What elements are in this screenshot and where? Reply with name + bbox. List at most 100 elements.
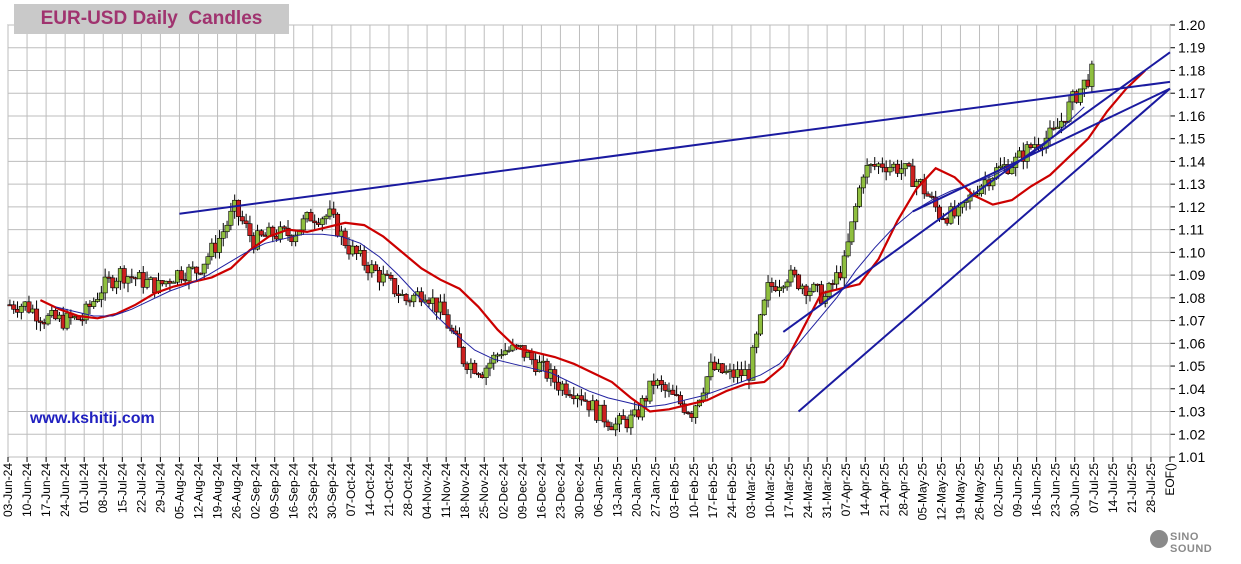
x-tick-label: 28-Jul-25 bbox=[1144, 463, 1158, 513]
candle-up bbox=[380, 273, 386, 283]
candle-up bbox=[502, 350, 508, 355]
candle-up bbox=[102, 276, 108, 294]
y-tick-label: 1.11 bbox=[1178, 222, 1204, 238]
candle-down bbox=[129, 276, 135, 279]
candle-up bbox=[1047, 127, 1053, 139]
x-tick-label: 16-Sep-24 bbox=[287, 463, 301, 519]
x-tick-label: 14-Apr-25 bbox=[858, 463, 872, 517]
candle-up bbox=[807, 291, 813, 296]
candle-down bbox=[37, 320, 43, 323]
candle-up bbox=[323, 215, 329, 220]
plot-background bbox=[7, 24, 1171, 458]
candle-up bbox=[186, 266, 192, 282]
x-tick-label: 16-Dec-24 bbox=[534, 463, 548, 519]
x-tick-label: 07-Oct-24 bbox=[344, 463, 358, 517]
candle-down bbox=[197, 272, 203, 275]
candle-down bbox=[476, 373, 482, 376]
candle-up bbox=[91, 301, 97, 307]
candle-down bbox=[803, 285, 809, 296]
candle-up bbox=[834, 272, 840, 285]
x-tick-label: 08-Jul-24 bbox=[96, 463, 110, 513]
candle-up bbox=[498, 354, 504, 357]
x-tick-label: 06-Jan-25 bbox=[592, 463, 606, 517]
x-tick-label: 09-Dec-24 bbox=[515, 463, 529, 519]
y-tick-label: 1.17 bbox=[1178, 85, 1205, 101]
x-tick-label: 15-Jul-24 bbox=[115, 463, 129, 513]
moving-average-fast bbox=[39, 69, 1146, 413]
x-tick-label: 28-Oct-24 bbox=[401, 463, 415, 517]
y-tick-label: 1.01 bbox=[1178, 449, 1205, 465]
x-tick-label: 13-Jan-25 bbox=[611, 463, 625, 517]
candle-down bbox=[472, 362, 478, 374]
y-tick-label: 1.10 bbox=[1178, 244, 1205, 260]
candle-up bbox=[997, 165, 1003, 168]
candle-up bbox=[83, 303, 89, 321]
y-tick-label: 1.08 bbox=[1178, 290, 1205, 306]
trend-line bbox=[797, 87, 1171, 413]
candle-up bbox=[1077, 88, 1083, 103]
trend-line bbox=[782, 51, 1171, 333]
candle-up bbox=[700, 392, 706, 401]
y-tick-label: 1.04 bbox=[1178, 381, 1205, 397]
candle-down bbox=[445, 314, 451, 329]
candle-up bbox=[826, 283, 832, 297]
x-tick-label: 26-May-25 bbox=[973, 463, 987, 521]
x-tick-label: 03-Jun-24 bbox=[1, 463, 15, 517]
x-tick-label: 26-Aug-24 bbox=[230, 463, 244, 519]
candle-up bbox=[956, 206, 962, 217]
candle-down bbox=[662, 384, 668, 391]
x-tick-label: 23-Dec-24 bbox=[553, 463, 567, 519]
y-tick-label: 1.19 bbox=[1178, 40, 1205, 56]
candle-down bbox=[258, 230, 264, 236]
logo-icon bbox=[1150, 530, 1168, 548]
y-tick-label: 1.07 bbox=[1178, 313, 1205, 329]
candle-down bbox=[582, 399, 588, 402]
candle-down bbox=[11, 304, 17, 310]
x-tick-label: 14-Jul-25 bbox=[1106, 463, 1120, 513]
y-tick-label: 1.16 bbox=[1178, 108, 1205, 124]
candle-down bbox=[620, 415, 626, 420]
candle-up bbox=[750, 346, 756, 381]
candle-up bbox=[845, 241, 851, 257]
y-tick-label: 1.05 bbox=[1178, 358, 1205, 374]
x-tick-label: 05-Aug-24 bbox=[172, 463, 186, 519]
x-tick-label: 16-Jun-25 bbox=[1030, 463, 1044, 517]
candle-down bbox=[235, 199, 241, 217]
candle-down bbox=[578, 395, 584, 401]
x-tick-label: 22-Jul-24 bbox=[134, 463, 148, 513]
x-tick-label: 03-Feb-25 bbox=[668, 463, 682, 519]
x-tick-label: 30-Dec-24 bbox=[572, 463, 586, 519]
x-tick-label: EOF() bbox=[1163, 463, 1177, 496]
candle-down bbox=[239, 216, 245, 222]
moving-average-slow bbox=[55, 106, 1085, 408]
x-tick-label: 20-Jan-25 bbox=[630, 463, 644, 517]
candle-up bbox=[216, 237, 222, 253]
x-tick-label: 23-Jun-25 bbox=[1049, 463, 1063, 517]
candle-up bbox=[841, 255, 847, 279]
candle-down bbox=[281, 226, 287, 229]
candle-down bbox=[79, 319, 85, 322]
y-tick-label: 1.06 bbox=[1178, 335, 1205, 351]
candle-up bbox=[319, 218, 325, 225]
candle-up bbox=[483, 367, 489, 378]
candle-up bbox=[628, 414, 634, 429]
candle-down bbox=[26, 301, 32, 313]
y-tick-label: 1.02 bbox=[1178, 426, 1205, 442]
candle-up bbox=[647, 380, 653, 402]
candle-up bbox=[776, 286, 782, 291]
x-tick-label: 24-Jun-24 bbox=[58, 463, 72, 517]
candle-down bbox=[879, 163, 885, 168]
x-tick-label: 02-Dec-24 bbox=[496, 463, 510, 519]
candle-down bbox=[906, 163, 912, 167]
candle-down bbox=[308, 212, 314, 222]
candle-up bbox=[765, 282, 771, 301]
candle-up bbox=[114, 280, 120, 289]
candle-down bbox=[403, 294, 409, 302]
candle-up bbox=[64, 312, 70, 329]
candle-up bbox=[754, 333, 760, 348]
x-tick-label: 17-Mar-25 bbox=[782, 463, 796, 519]
x-tick-label: 10-Mar-25 bbox=[763, 463, 777, 519]
candle-down bbox=[373, 264, 379, 271]
candle-up bbox=[898, 168, 904, 174]
